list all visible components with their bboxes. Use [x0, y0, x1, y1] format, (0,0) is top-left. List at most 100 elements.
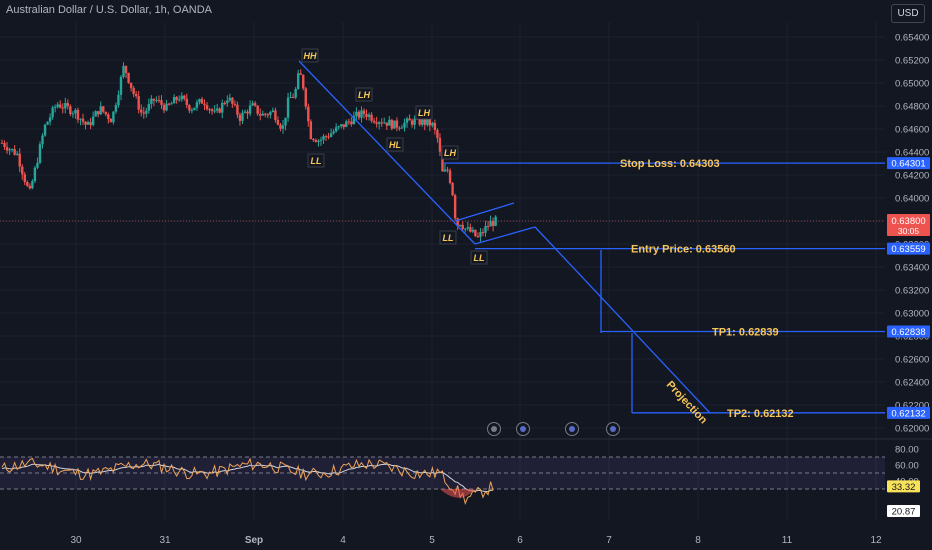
- candle-body: [461, 224, 464, 229]
- y-tick-label: 0.64600: [895, 125, 929, 136]
- candle-body: [393, 120, 396, 129]
- rsi-ma-value-tag: [887, 505, 920, 517]
- candle-body: [107, 114, 110, 120]
- candle-body: [459, 224, 462, 226]
- candle-body: [104, 111, 107, 115]
- candle-body: [403, 122, 406, 128]
- candle-body: [413, 118, 416, 125]
- x-tick-label: Sep: [245, 535, 263, 546]
- candle-body: [243, 111, 247, 113]
- candle-body: [91, 116, 95, 126]
- y-tick-label: 0.62200: [895, 401, 929, 412]
- candle-body: [94, 111, 97, 117]
- candle-body: [71, 113, 75, 115]
- candle-body: [218, 108, 221, 113]
- rsi-ma-line: [1, 463, 494, 493]
- candle-body: [15, 153, 19, 155]
- candle-body: [109, 119, 113, 123]
- candle-body: [296, 73, 300, 90]
- candle-body: [89, 122, 92, 126]
- level-tag-value: 0.63559: [891, 244, 925, 255]
- candle-body: [256, 105, 259, 114]
- candle-body: [405, 118, 409, 123]
- candle-body: [61, 107, 64, 109]
- candle-body: [345, 121, 348, 128]
- candle-body: [246, 111, 249, 114]
- candle-body: [167, 103, 171, 105]
- flag-icon-inner: [569, 426, 575, 432]
- level-label: TP1: 0.62839: [712, 327, 779, 339]
- candle-body: [319, 139, 323, 141]
- candle-body: [342, 124, 345, 128]
- candle-body: [304, 88, 307, 107]
- rsi-value: 33.32: [892, 482, 916, 493]
- candle-body: [114, 105, 118, 112]
- candle-body: [233, 103, 237, 105]
- candle-body: [269, 111, 272, 116]
- swing-label-box: [355, 87, 373, 102]
- candle-body: [370, 114, 373, 121]
- candle-body: [446, 169, 449, 171]
- swing-label: HL: [389, 140, 401, 150]
- level-label: TP2: 0.62132: [727, 408, 794, 420]
- y-tick-label: 0.62600: [895, 355, 929, 366]
- candle-body: [213, 110, 216, 112]
- candle-body: [145, 110, 148, 114]
- candle-body: [481, 232, 485, 234]
- candle-body: [355, 111, 358, 116]
- currency-button[interactable]: USD: [891, 4, 925, 23]
- candle-body: [228, 97, 232, 101]
- candle-body: [276, 120, 280, 125]
- candle-body: [489, 221, 492, 227]
- channel-top: [454, 202, 515, 222]
- candle-body: [365, 114, 368, 117]
- candle-body: [329, 133, 333, 137]
- candle-body: [162, 104, 166, 111]
- candle-body: [23, 174, 26, 183]
- x-tick-label: 4: [340, 535, 346, 546]
- swing-label-box: [386, 137, 404, 152]
- candle-body: [357, 111, 361, 118]
- candle-body: [327, 136, 330, 138]
- candle-body: [398, 127, 401, 129]
- candle-body: [140, 109, 143, 113]
- candle-body: [350, 121, 353, 125]
- level-label: Entry Price: 0.63560: [631, 244, 736, 256]
- candle-body: [134, 93, 138, 97]
- candle-body: [248, 105, 252, 114]
- candle-body: [46, 121, 49, 125]
- candle-body: [266, 114, 270, 116]
- y-tick-label: 0.64200: [895, 171, 929, 182]
- candle-body: [438, 138, 442, 152]
- candle-body: [294, 89, 297, 98]
- candle-body: [347, 121, 351, 123]
- candle-body: [322, 136, 325, 140]
- candle-body: [441, 151, 444, 172]
- x-tick-label: 31: [159, 535, 171, 546]
- candle-body: [155, 100, 158, 102]
- rsi-y-tick: 60.00: [895, 461, 919, 472]
- candle-body: [175, 97, 178, 100]
- candle-body: [456, 218, 459, 226]
- candle-body: [178, 99, 181, 101]
- candle-body: [43, 124, 47, 136]
- level-tag-value: 0.64301: [891, 159, 925, 170]
- candle-body: [464, 228, 467, 230]
- candle-body: [431, 122, 434, 126]
- candle-body: [383, 122, 386, 124]
- candle-body: [312, 139, 315, 141]
- candle-body: [453, 195, 457, 219]
- candle-body: [127, 72, 130, 83]
- candle-body: [238, 114, 242, 121]
- candle-body: [428, 119, 432, 126]
- countdown-timer: 30:05: [898, 226, 920, 236]
- chart-title: Australian Dollar / U.S. Dollar, 1h, OAN…: [6, 4, 213, 16]
- candle-body: [410, 120, 414, 125]
- candle-body: [390, 119, 394, 129]
- rsi-y-tick: 80.00: [895, 445, 919, 456]
- y-tick-label: 0.65200: [895, 56, 929, 67]
- candle-body: [74, 109, 77, 114]
- candle-body: [451, 182, 454, 196]
- candle-body: [124, 65, 128, 73]
